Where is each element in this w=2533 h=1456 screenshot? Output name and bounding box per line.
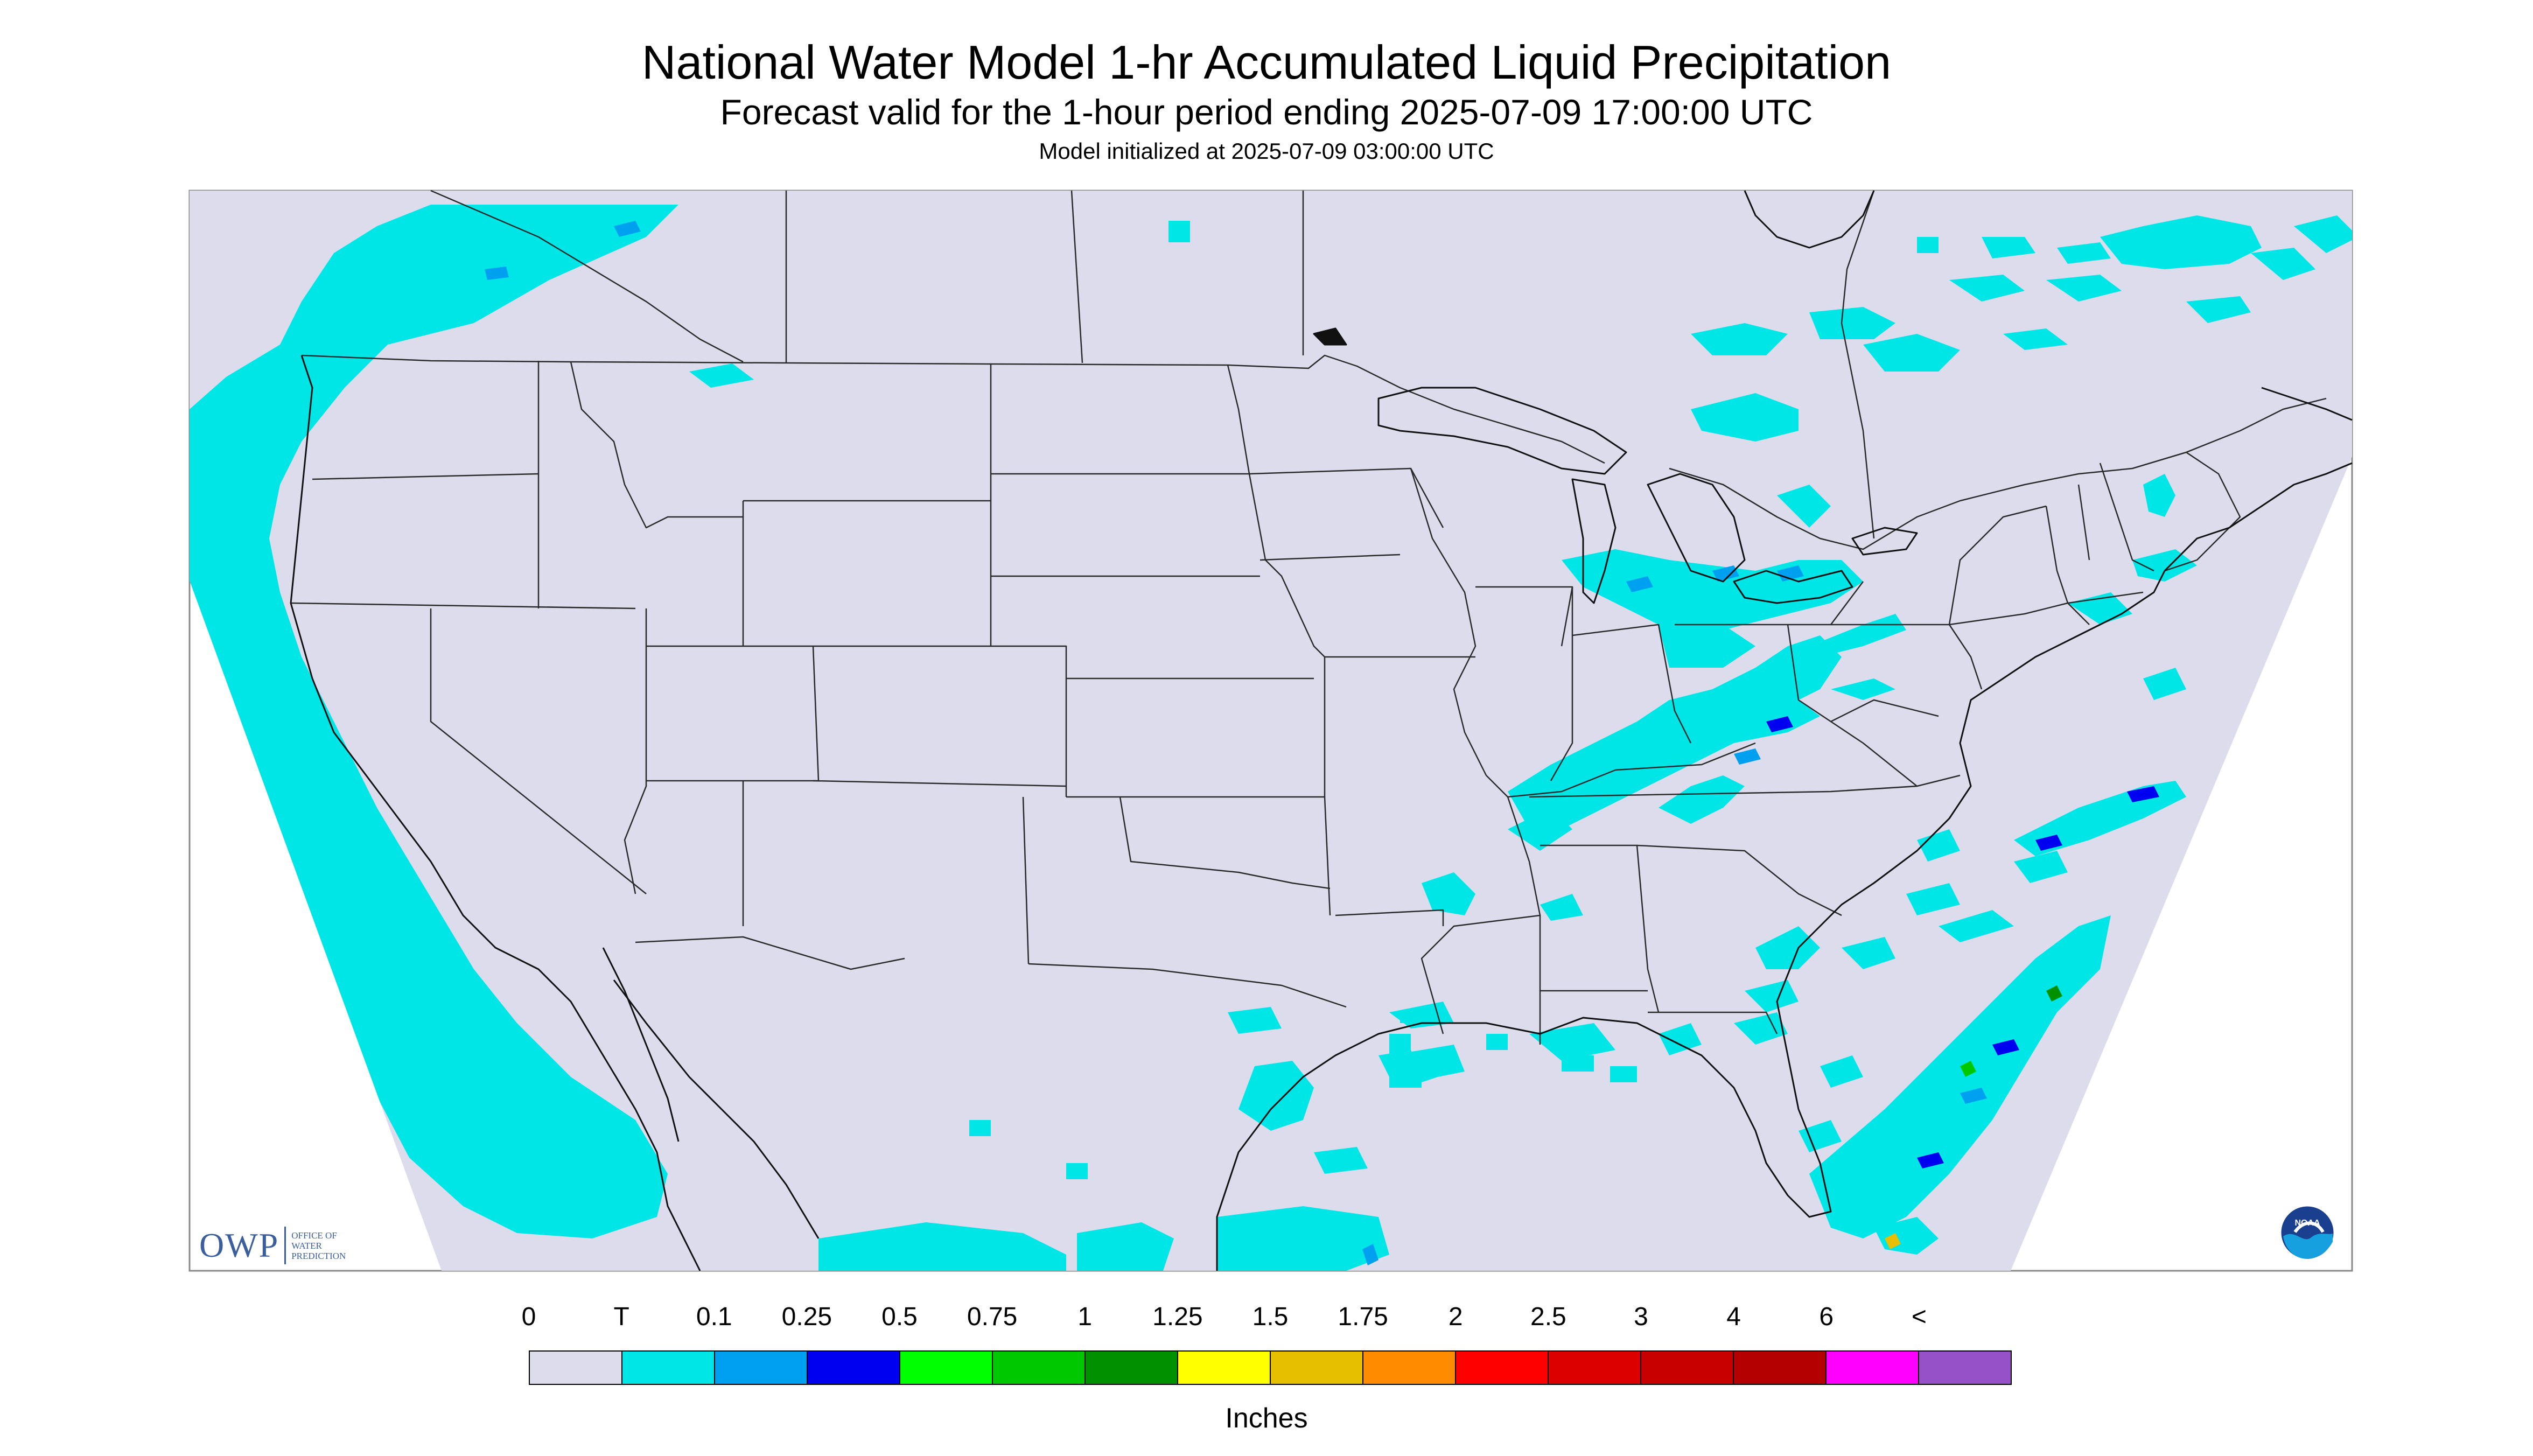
legend-swatch xyxy=(993,1352,1086,1384)
legend-colorbar xyxy=(529,1350,2012,1385)
noaa-logo: NOAA xyxy=(2279,1205,2335,1261)
legend-label: 3 xyxy=(1634,1303,1648,1331)
noaa-logo-text: NOAA xyxy=(2294,1219,2320,1228)
legend-label: 1 xyxy=(1077,1303,1093,1331)
forecast-valid-subtitle: Forecast valid for the 1-hour period end… xyxy=(720,92,1813,132)
map-title: National Water Model 1-hr Accumulated Li… xyxy=(641,36,1892,89)
legend-swatch xyxy=(530,1352,622,1384)
legend-swatch xyxy=(622,1352,715,1384)
legend-label: 0.75 xyxy=(967,1303,1018,1331)
legend-swatch xyxy=(1919,1352,2011,1384)
legend-label: 2 xyxy=(1448,1303,1463,1331)
legend-label: T xyxy=(613,1303,629,1331)
legend-swatch xyxy=(1178,1352,1271,1384)
legend-label: 6 xyxy=(1819,1303,1834,1331)
legend-units: Inches xyxy=(1225,1403,1308,1434)
model-init-text: Model initialized at 2025-07-09 03:00:00… xyxy=(1039,138,1494,164)
legend-swatch xyxy=(900,1352,993,1384)
owp-logo: OWP Office of Water Prediction xyxy=(199,1221,346,1270)
legend-swatch xyxy=(808,1352,900,1384)
legend-label: 2.5 xyxy=(1530,1303,1566,1331)
legend-swatch xyxy=(1641,1352,1734,1384)
legend-label: 0.5 xyxy=(881,1303,918,1331)
legend-label: 0.1 xyxy=(696,1303,732,1331)
owp-logo-subtext: Office of Water Prediction xyxy=(291,1230,346,1261)
legend-label: 1.5 xyxy=(1252,1303,1289,1331)
state-boundaries xyxy=(290,190,2327,1045)
legend-label: 1.25 xyxy=(1152,1303,1203,1331)
legend-label: < xyxy=(1911,1303,1927,1331)
legend-label: 4 xyxy=(1726,1303,1741,1331)
legend-swatch xyxy=(715,1352,808,1384)
legend-label: 1.75 xyxy=(1338,1303,1388,1331)
legend-swatch xyxy=(1363,1352,1456,1384)
coastlines xyxy=(290,190,2353,1271)
legend-swatch xyxy=(1456,1352,1549,1384)
legend-swatch xyxy=(1271,1352,1363,1384)
legend-swatch xyxy=(1827,1352,1919,1384)
legend-label: 0.25 xyxy=(781,1303,832,1331)
legend-swatch xyxy=(1086,1352,1178,1384)
owp-logo-letters: OWP xyxy=(199,1226,279,1264)
legend-labels: 0 T 0.1 0.25 0.5 0.75 1 1.25 1.5 1.75 2 2.5 3 4 6 < xyxy=(0,1301,2533,1339)
legend-swatch xyxy=(1734,1352,1827,1384)
precip-moderate-cells xyxy=(485,221,2159,1265)
model-domain xyxy=(190,191,2352,1271)
legend-label: 0 xyxy=(521,1303,536,1331)
owp-logo-divider xyxy=(284,1227,286,1264)
legend-swatch xyxy=(1549,1352,1641,1384)
